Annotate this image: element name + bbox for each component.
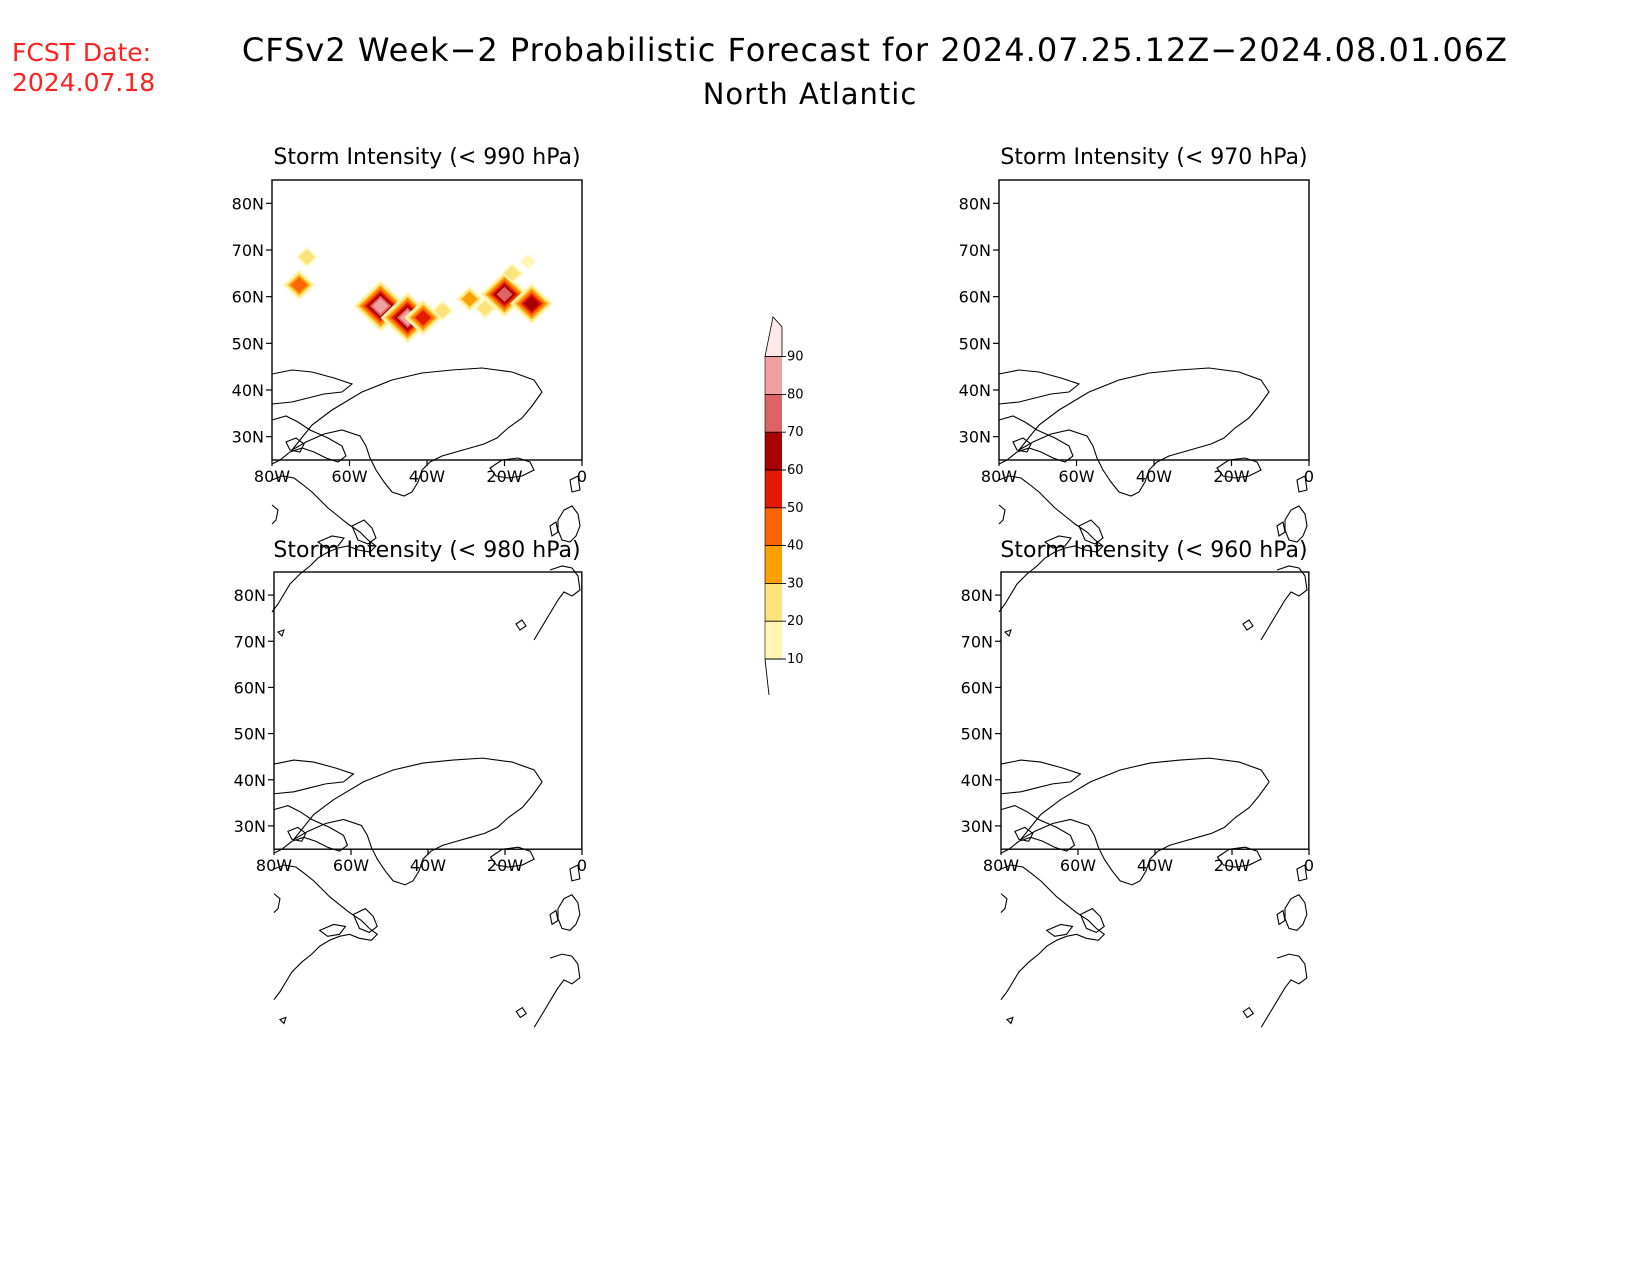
probability-contour <box>298 249 315 265</box>
map-border <box>273 571 583 850</box>
lat-tick-label: 40N <box>232 381 264 400</box>
colorbar: 10 20 30 40 50 60 70 80 90 <box>764 315 804 696</box>
colorbar-label: 40 <box>787 539 804 554</box>
lat-tick-label: 60N <box>232 288 264 307</box>
lat-tick-label: 50N <box>959 334 991 353</box>
panel-title: Storm Intensity (< 980 hPa) <box>273 538 580 563</box>
lon-tick-label: 80W <box>981 467 1017 486</box>
lon-tick-label: 60W <box>1060 856 1096 875</box>
probability-contour <box>372 298 389 314</box>
lat-tick-label: 60N <box>234 678 266 697</box>
map-frame <box>271 179 583 641</box>
lon-tick-label: 0 <box>1304 856 1314 875</box>
lat-tick-label: 80N <box>959 194 991 213</box>
lat-tick-label: 40N <box>234 771 266 790</box>
map-frame <box>273 571 583 1028</box>
colorbar-segment <box>765 470 782 508</box>
colorbar-segment <box>765 432 782 470</box>
lon-tick-label: 0 <box>1304 467 1314 486</box>
colorbar-label: 30 <box>787 576 804 591</box>
lat-tick-label: 30N <box>234 817 266 836</box>
panel-title: Storm Intensity (< 960 hPa) <box>1000 538 1307 563</box>
axis-ticks: 80W 60W 40W 20W 0 30N 40N 50N 60N 70N 80N 80W 60W 40W… <box>232 194 1314 875</box>
panel-title: Storm Intensity (< 990 hPa) <box>273 145 580 170</box>
lon-tick-label: 20W <box>486 467 522 486</box>
lon-tick-label: 40W <box>1136 467 1172 486</box>
lat-tick-label: 80N <box>234 586 266 605</box>
colorbar-label: 10 <box>787 652 804 667</box>
lon-tick-label: 60W <box>331 467 367 486</box>
colorbar-segment <box>764 315 783 357</box>
lon-tick-label: 20W <box>1213 467 1249 486</box>
lon-tick-label: 80W <box>254 467 290 486</box>
lon-tick-label: 80W <box>256 856 292 875</box>
probability-field <box>282 246 554 344</box>
coastline <box>271 367 581 641</box>
colorbar-label: 70 <box>787 425 804 440</box>
lon-tick-label: 20W <box>487 856 523 875</box>
map-frame <box>998 179 1310 641</box>
subtitle: North Atlantic <box>702 77 918 111</box>
colorbar-segment <box>765 621 782 659</box>
lat-tick-label: 50N <box>234 725 266 744</box>
probability-contour <box>291 277 308 293</box>
lon-tick-label: 0 <box>577 467 587 486</box>
forecast-date: FCST Date: 2024.07.18 <box>12 38 155 98</box>
panel-960: Storm Intensity (< 960 hPa) <box>1000 538 1310 1028</box>
colorbar-label: 90 <box>787 350 804 365</box>
main-title: CFSv2 Week−2 Probabilistic Forecast for … <box>241 31 1509 69</box>
lat-tick-label: 70N <box>234 632 266 651</box>
lat-tick-label: 60N <box>959 288 991 307</box>
colorbar-tail <box>764 658 770 696</box>
lon-tick-label: 0 <box>577 856 587 875</box>
lat-tick-label: 40N <box>961 771 993 790</box>
lat-tick-label: 30N <box>232 428 264 447</box>
lat-tick-label: 70N <box>232 241 264 260</box>
panel-990: Storm Intensity (< 990 hPa) <box>271 145 583 641</box>
lon-tick-label: 40W <box>410 856 446 875</box>
probability-contour <box>519 254 536 270</box>
lon-tick-label: 60W <box>333 856 369 875</box>
lat-tick-label: 30N <box>959 428 991 447</box>
lat-tick-label: 50N <box>232 334 264 353</box>
map-frame <box>1000 571 1310 1028</box>
probability-contour <box>461 291 478 307</box>
colorbar-segment <box>765 545 782 584</box>
panel-980: Storm Intensity (< 980 hPa) <box>273 538 583 1028</box>
colorbar-label: 60 <box>787 463 804 478</box>
colorbar-segment <box>765 356 782 395</box>
map-border <box>998 179 1310 461</box>
forecast-date-label: FCST Date: <box>12 38 152 67</box>
panel-970: Storm Intensity (< 970 hPa) <box>998 145 1310 641</box>
lat-tick-label: 60N <box>961 678 993 697</box>
lon-tick-label: 60W <box>1058 467 1094 486</box>
map-border <box>1000 571 1310 850</box>
colorbar-label: 80 <box>787 387 804 402</box>
colorbar-label: 20 <box>787 614 804 629</box>
lat-tick-label: 30N <box>961 817 993 836</box>
coastline <box>998 367 1308 641</box>
colorbar-segment <box>765 507 782 546</box>
lat-tick-label: 70N <box>961 632 993 651</box>
lat-tick-label: 70N <box>959 241 991 260</box>
colorbar-segment <box>765 583 782 622</box>
colorbar-label: 50 <box>787 501 804 516</box>
probability-contour <box>477 300 494 316</box>
lat-tick-label: 50N <box>961 725 993 744</box>
forecast-date-value: 2024.07.18 <box>12 68 156 97</box>
lon-tick-label: 20W <box>1214 856 1250 875</box>
coastline <box>1000 757 1308 1028</box>
lat-tick-label: 80N <box>232 194 264 213</box>
coastline <box>273 757 581 1028</box>
lon-tick-label: 40W <box>1137 856 1173 875</box>
lat-tick-label: 40N <box>959 381 991 400</box>
lon-tick-label: 40W <box>409 467 445 486</box>
lat-tick-label: 80N <box>961 586 993 605</box>
panel-title: Storm Intensity (< 970 hPa) <box>1000 145 1307 170</box>
lon-tick-label: 80W <box>983 856 1019 875</box>
colorbar-segment <box>765 394 782 433</box>
